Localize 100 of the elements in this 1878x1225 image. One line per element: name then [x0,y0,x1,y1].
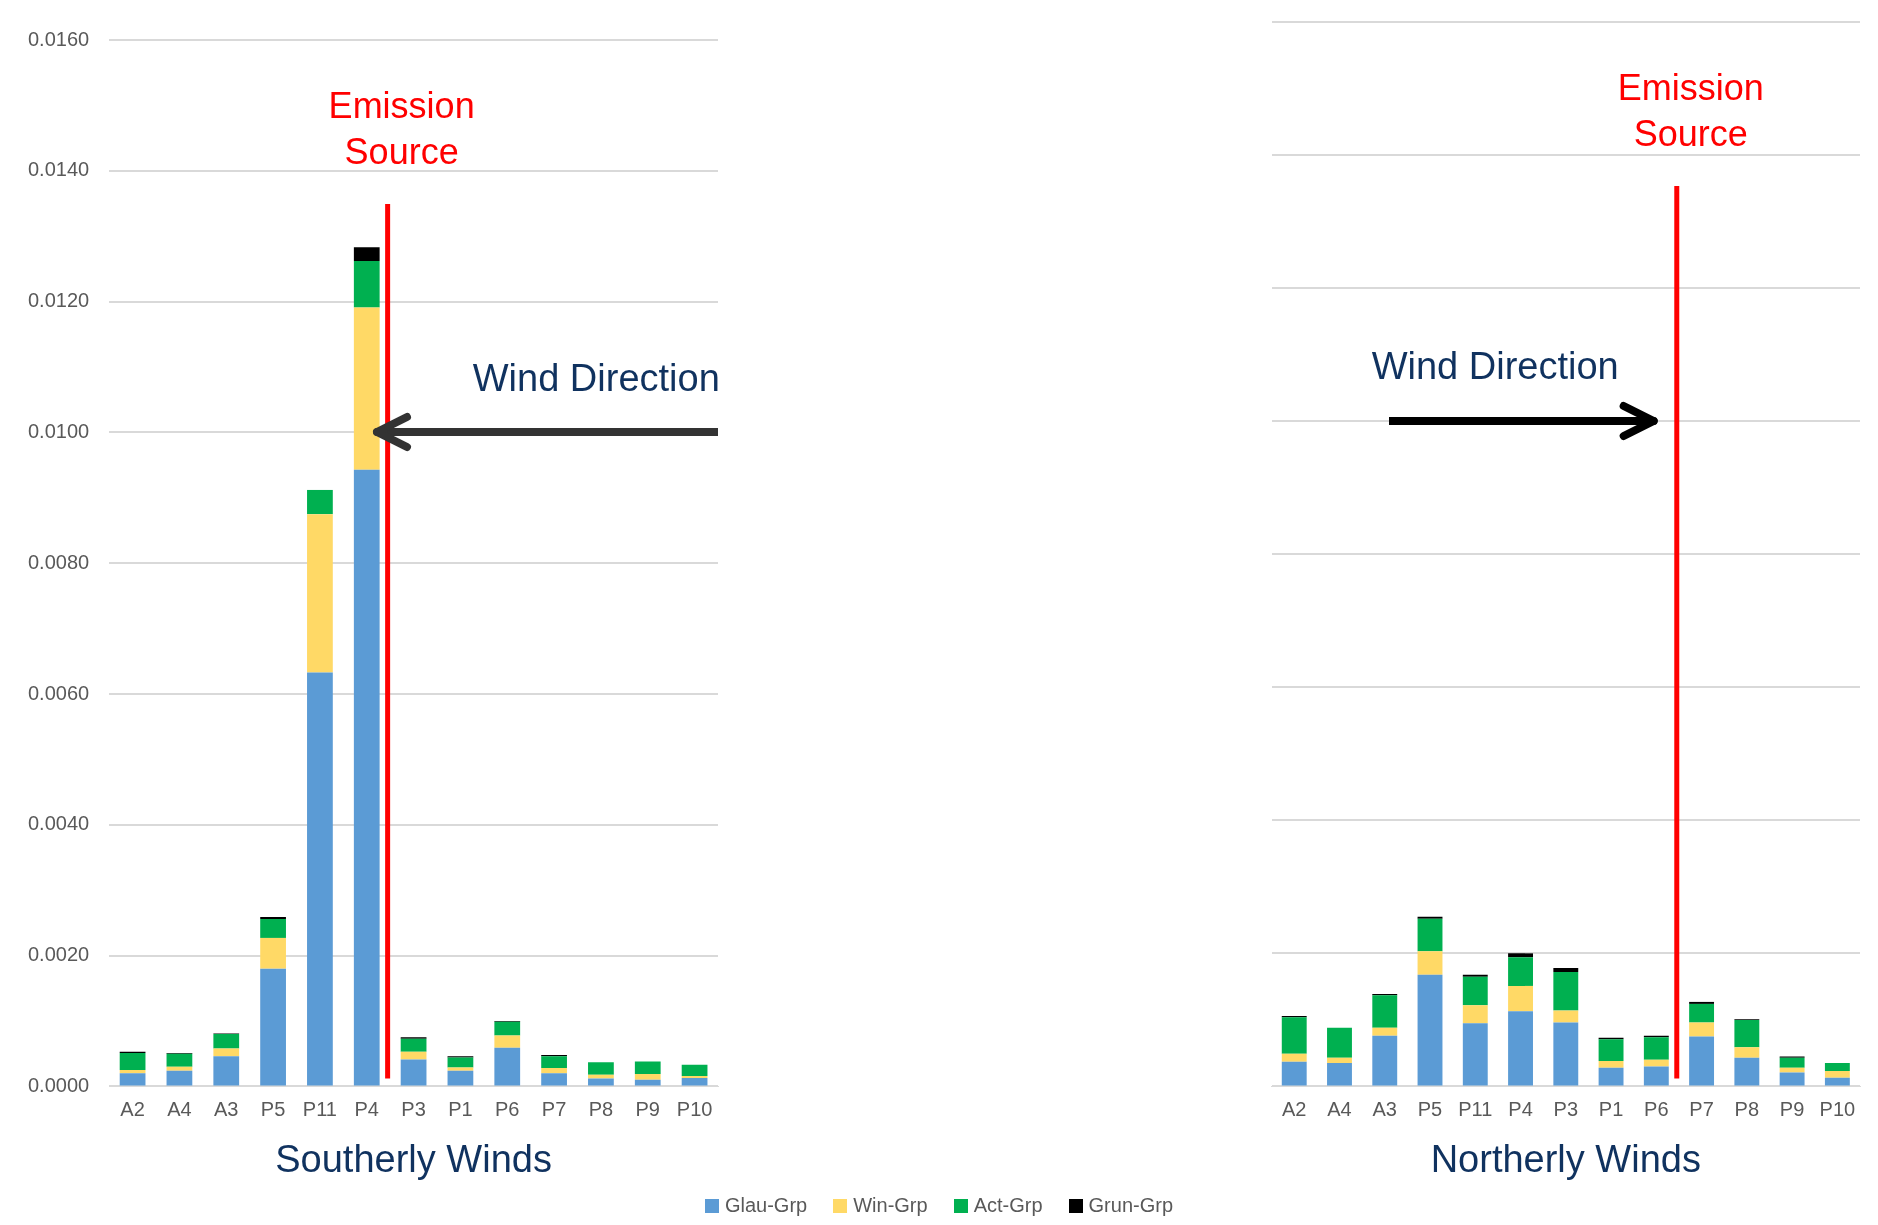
x-tick-label: P10 [1819,1097,1856,1120]
bar [588,1062,614,1075]
bar [1462,976,1488,1006]
bar [1281,1053,1307,1062]
bar [1508,953,1533,958]
bar [1417,974,1443,1086]
x-tick-label: P4 [354,1097,379,1120]
bar [353,469,380,1086]
bar [1417,951,1443,975]
bar [1598,1039,1624,1062]
bar [1689,1001,1715,1004]
x-tick-label: P1 [448,1097,473,1120]
legend-label: Act-Grp [972,1194,1043,1217]
bar [1734,1057,1760,1086]
y-tick-label: 0.0140 [28,158,90,181]
x-tick-label: A2 [120,1097,145,1120]
x-tick-label: P8 [1734,1097,1760,1120]
bar [260,968,286,1086]
bar [541,1056,567,1069]
bar [1508,985,1533,1012]
bar [307,514,333,673]
bar [1643,1066,1669,1086]
x-tick-label: P9 [1779,1097,1805,1120]
x-tick-label: A4 [167,1097,192,1120]
x-tick-label: A4 [1327,1097,1352,1120]
x-tick-label: A3 [214,1097,239,1120]
y-tick-label: 0.0120 [28,289,90,312]
bar [541,1068,567,1074]
x-tick-label: P3 [401,1097,426,1120]
legend-label: Glau-Grp [723,1194,808,1217]
ref-line-label: Emission Source [1617,66,1764,154]
bar [1689,1003,1715,1023]
x-tick-label: P9 [635,1097,660,1120]
x-tick-label: P11 [302,1097,337,1120]
bar [681,1077,708,1086]
bar [1779,1057,1805,1068]
x-tick-label: P1 [1598,1097,1624,1120]
bar [1824,1063,1850,1072]
bar [1372,1035,1398,1086]
x-tick-label: P7 [1689,1097,1714,1120]
bar [353,307,380,470]
bar [119,1073,146,1086]
legend-label: Win-Grp [852,1194,928,1217]
x-tick-label: P4 [1508,1097,1533,1120]
bar [1553,1022,1579,1086]
x-tick-label: P5 [260,1097,286,1120]
bar [634,1073,661,1080]
x-tick-label: P11 [1458,1097,1493,1120]
x-tick-label: P6 [1644,1097,1669,1120]
x-tick-label: P5 [1417,1097,1443,1120]
bar [541,1073,567,1086]
bar [447,1067,474,1071]
bar [307,489,333,515]
bar [447,1070,474,1086]
bar [1779,1072,1805,1086]
y-tick-label: 0.0100 [28,419,90,442]
bar [166,1066,193,1071]
bar [634,1079,661,1086]
bar [1643,1059,1669,1067]
bar [1508,957,1533,986]
bar [260,918,286,938]
bar [400,1038,427,1052]
bar [1508,1011,1533,1086]
bar [307,672,333,1086]
bar [681,1064,708,1076]
x-tick-label: P6 [495,1097,520,1120]
bar [1689,1022,1715,1037]
ref-line-label: Emission Source [328,84,475,172]
bar [1327,1057,1352,1064]
bar [494,1035,521,1048]
bar [1462,1005,1488,1024]
bar [260,937,286,969]
y-tick-label: 0.0040 [28,812,90,835]
bar [1598,1067,1624,1086]
y-tick-label: 0.0020 [28,943,90,966]
y-tick-label: 0.0080 [28,550,90,573]
bar [1824,1071,1850,1078]
x-axis-title: Southerly Winds [275,1137,552,1180]
bar [119,1053,146,1071]
bar [400,1051,427,1060]
bar [494,1047,521,1086]
x-tick-label: A3 [1372,1097,1397,1120]
bar [1553,967,1579,972]
bar [1372,995,1398,1028]
x-tick-label: P10 [676,1097,713,1120]
y-tick-label: 0.0160 [28,27,90,50]
bar [1417,918,1443,952]
bar [588,1074,614,1079]
x-axis-title: Northerly Winds [1430,1137,1701,1180]
bar [1327,1063,1352,1086]
bar [1417,916,1443,919]
bar [400,1059,427,1086]
x-tick-label: P3 [1553,1097,1579,1120]
bar [634,1061,661,1074]
y-tick-label: 0.0060 [28,681,90,704]
x-tick-label: A2 [1282,1097,1307,1120]
bar [213,1056,240,1086]
bar [1824,1077,1850,1086]
bar [1598,1061,1624,1068]
bar [1327,1027,1352,1058]
